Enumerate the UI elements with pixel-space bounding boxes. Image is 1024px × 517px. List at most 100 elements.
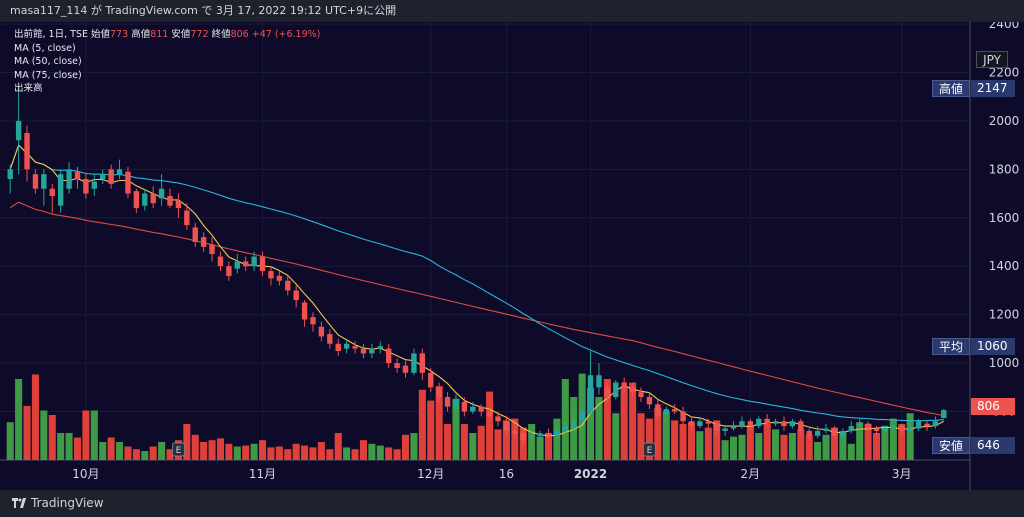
volume-bar [746,425,754,460]
ma50-line [9,144,944,422]
candle-body [932,421,939,427]
volume-bar [729,436,738,460]
candle-body [571,421,577,429]
candle-body [495,416,501,422]
candle-body [444,397,451,407]
volume-bar [679,424,687,460]
candle-body [520,433,526,441]
candle-body [596,375,602,388]
avg-label-badge: 平均 [931,338,970,355]
legend-ma50[interactable]: MA (50, close) [14,56,82,67]
volume-bar [418,389,426,460]
candle-body [57,174,64,206]
candle-body [436,387,442,398]
candle-body [226,266,232,276]
volume-bar [31,374,39,460]
earnings-marker [642,442,656,457]
candle-body [730,426,737,429]
volume-bar [544,433,553,460]
candle-body [453,399,459,407]
candle-body [49,188,55,196]
candle-body [856,423,863,427]
candle-body [100,174,106,180]
volume-bar [116,442,124,460]
volume-bar [721,440,729,460]
candle-body [747,421,754,427]
volume-bar [183,424,191,460]
candle-body [335,343,341,351]
candle-body [377,346,383,349]
candle-body [360,348,367,354]
volume-bar [687,422,696,460]
candle-body [394,363,400,368]
volume-bars [6,373,914,460]
candle-body [663,409,669,414]
volume-bar [629,382,637,460]
candle-body [385,348,392,364]
candle-body [402,365,409,373]
legend-ohlc: 出前館, 1日, TSE 始値773 高値811 安値772 終値806 +47… [14,28,320,42]
candle-body [32,174,39,189]
legend-low: 772 [190,29,209,40]
legend-volume[interactable]: 出来高 [14,83,43,94]
volume-bar [225,443,233,460]
candle-body [528,435,535,439]
volume-bar [258,440,267,460]
volume-bar [671,420,679,460]
volume-bar [435,386,443,460]
volume-bar [898,424,906,460]
candle-body [915,421,922,429]
volume-bar [359,440,367,460]
author-name[interactable]: masa117_114 [10,4,88,17]
volume-bar [410,433,418,460]
time-tick-label: 3月 [892,467,912,481]
price-tick-label: 2200 [989,65,1020,79]
candle-body [285,280,291,291]
volume-bar [645,418,653,460]
site-name: TradingView.com [105,4,198,17]
legend-ma75[interactable]: MA (75, close) [14,69,82,81]
volume-bar [15,379,23,460]
candle-body [890,426,897,429]
volume-bar [662,411,670,460]
volume-bar [839,431,847,460]
legend-symbol: 出前館, 1日, TSE [14,29,88,40]
time-axis-background [0,460,970,490]
candle-body [503,421,510,431]
candle-body [554,430,560,436]
candle-body [343,343,350,349]
ma5-line [9,144,945,437]
candle-body [899,426,905,431]
candle-body [562,426,569,431]
candle-body [184,210,190,226]
volume-bar [704,427,712,460]
candle-body [907,428,913,431]
chart-area[interactable]: 24002200200018001600140012001000800 10月1… [0,17,1024,490]
legend-ma5[interactable]: MA (5, close) [14,42,76,54]
volume-bar [73,437,82,460]
volume-bar [216,438,225,460]
volume-bar [881,425,889,460]
candlestick-chart[interactable]: 24002200200018001600140012001000800 10月1… [0,17,1024,490]
earnings-marker [171,442,185,457]
volume-bar [906,413,914,460]
price-tick-label: 1400 [989,259,1020,273]
volume-bar [654,407,662,460]
time-tick-label: 12月 [417,467,444,481]
candle-body [251,256,257,267]
currency-badge: JPY [976,51,1008,68]
volume-bar [713,420,721,460]
candle-body [268,271,274,279]
legend-change: +47 (+6.19%) [251,29,321,40]
footer-brand[interactable]: TradingView [31,496,104,510]
candle-body [789,421,796,427]
volume-bar [738,434,746,460]
volume-bar [393,449,401,460]
candle-body [638,392,644,398]
candle-body [470,406,476,412]
volume-bar [158,442,166,460]
plot-background [0,22,970,460]
volume-bar [124,446,132,460]
candle-body [369,348,375,354]
low-value: 646 [977,438,1000,452]
